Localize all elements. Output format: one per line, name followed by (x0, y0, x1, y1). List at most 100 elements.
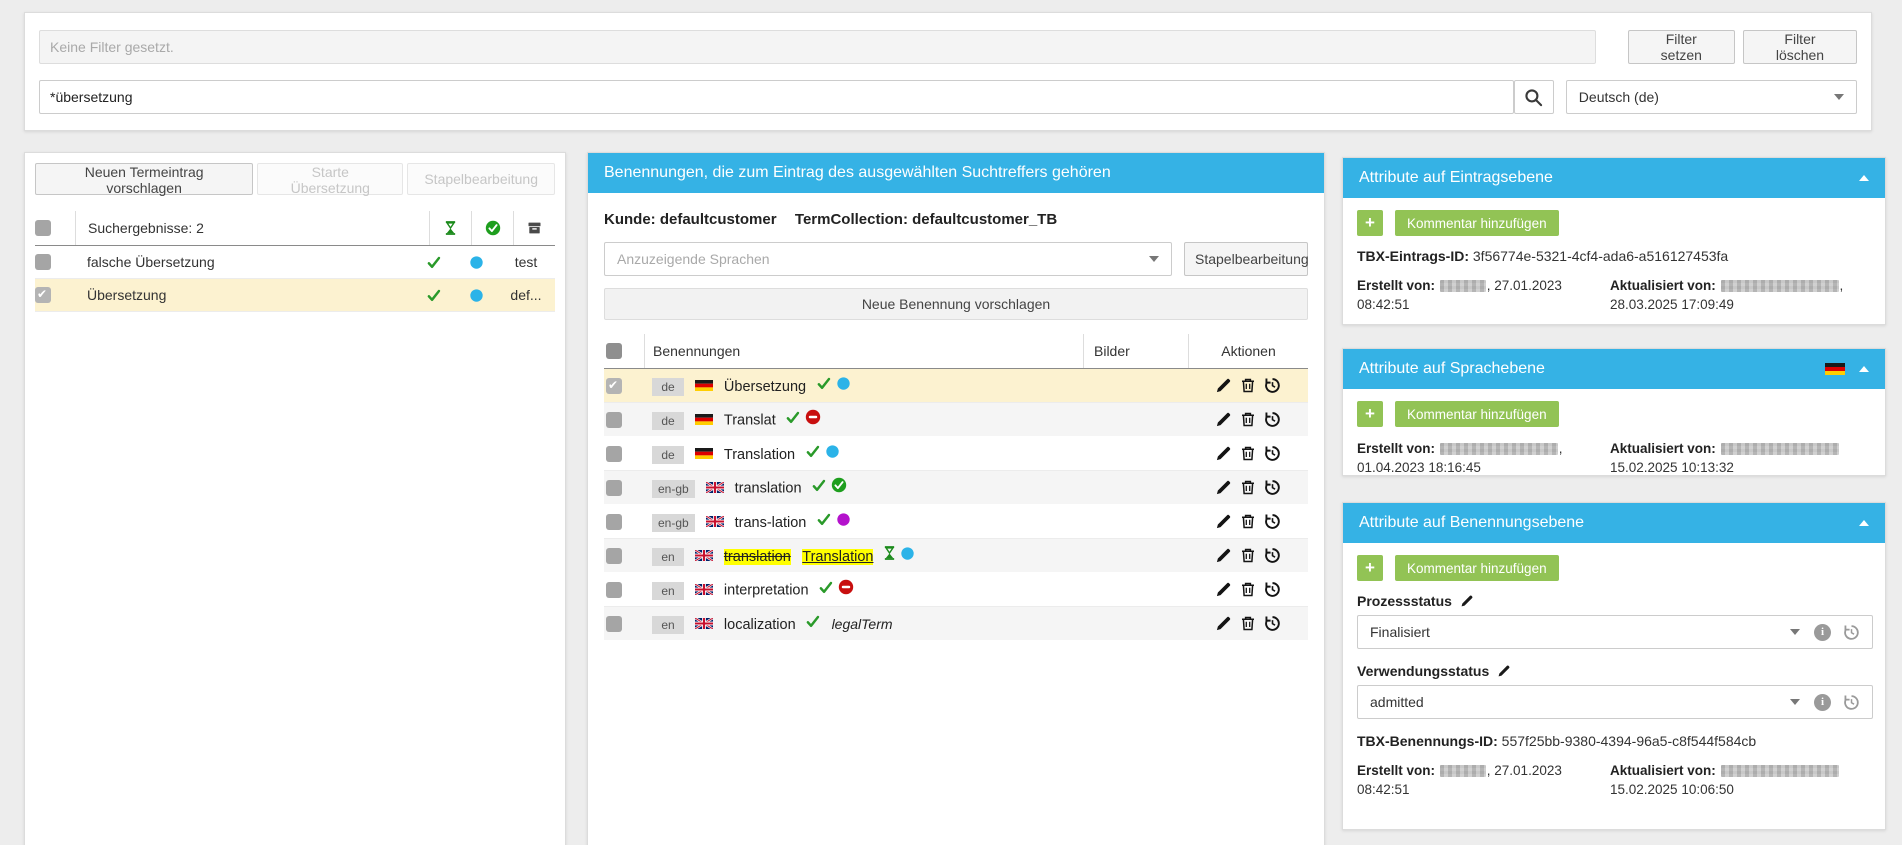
term-text: translation (734, 480, 802, 497)
search-button[interactable] (1514, 80, 1554, 114)
collapse-icon[interactable] (1859, 520, 1869, 526)
collapse-icon[interactable] (1859, 366, 1869, 372)
term-actions-cell (1188, 411, 1308, 428)
filter-summary-input[interactable] (39, 30, 1596, 64)
history-icon[interactable] (1264, 547, 1281, 564)
display-languages-select[interactable]: Anzuzeigende Sprachen (604, 242, 1172, 276)
result-collection: test (514, 254, 538, 270)
delete-icon[interactable] (1240, 513, 1256, 530)
history-icon[interactable] (1264, 581, 1281, 598)
edit-icon[interactable] (1215, 615, 1232, 632)
row-checkbox[interactable] (606, 445, 622, 462)
flag-gb-icon (695, 583, 714, 595)
row-checkbox[interactable] (606, 411, 622, 428)
chevron-down-icon (1833, 94, 1844, 100)
term-row[interactable]: en translation Translation (604, 539, 1308, 573)
chevron-down-icon (1790, 629, 1800, 635)
history-icon[interactable] (1264, 411, 1281, 428)
delete-icon[interactable] (1240, 411, 1256, 428)
delete-icon[interactable] (1240, 615, 1256, 632)
search-result-row[interactable]: falsche Übersetzung test (35, 246, 555, 279)
row-checkbox[interactable] (606, 581, 622, 598)
edit-icon[interactable] (1215, 581, 1232, 598)
flag-gb-icon (706, 515, 725, 527)
info-icon[interactable]: i (1814, 693, 1831, 711)
propose-new-entry-button[interactable]: Neuen Termeintrag vorschlagen (35, 163, 254, 196)
edit-icon[interactable] (1215, 479, 1232, 496)
add-attribute-button[interactable]: + (1357, 555, 1383, 581)
add-comment-button[interactable]: Kommentar hinzufügen (1395, 210, 1559, 236)
term-row[interactable]: de Translat (604, 403, 1308, 437)
column-aktionen: Aktionen (1188, 334, 1308, 368)
usage-status-label: Verwendungsstatus (1357, 663, 1490, 679)
results-count-label: Suchergebnisse: 2 (75, 211, 429, 245)
filter-clear-button[interactable]: Filter löschen (1742, 30, 1857, 64)
term-row[interactable]: en-gb translation (604, 471, 1308, 505)
start-translation-button: Starte Übersetzung (257, 163, 404, 196)
search-input[interactable] (39, 80, 1515, 114)
term-attributes-title: Attribute auf Benennungsebene (1359, 514, 1585, 531)
usage-status-select[interactable]: admitted i (1357, 685, 1873, 719)
term-row[interactable]: de Translation (604, 437, 1308, 471)
row-checkbox[interactable] (35, 254, 51, 270)
history-icon[interactable] (1264, 377, 1281, 394)
history-icon[interactable] (1843, 694, 1860, 711)
term-row[interactable]: de Übersetzung (604, 369, 1308, 403)
info-icon[interactable]: i (1814, 623, 1831, 641)
check-icon (811, 478, 827, 493)
term-row[interactable]: en interpretation (604, 573, 1308, 607)
search-result-row[interactable]: Übersetzung def... (35, 279, 555, 312)
edit-icon[interactable] (1215, 513, 1232, 530)
search-language-select[interactable]: Deutsch (de) (1565, 80, 1857, 114)
delete-icon[interactable] (1240, 547, 1256, 564)
edit-icon[interactable] (1497, 664, 1511, 678)
entry-attributes-title: Attribute auf Eintragsebene (1359, 169, 1553, 186)
add-comment-button[interactable]: Kommentar hinzufügen (1395, 401, 1559, 427)
history-icon[interactable] (1264, 445, 1281, 462)
delete-icon[interactable] (1240, 479, 1256, 496)
row-checkbox[interactable] (606, 377, 622, 394)
release-column (471, 211, 513, 245)
search-icon (1524, 88, 1543, 107)
history-icon[interactable] (1843, 624, 1860, 641)
delete-icon[interactable] (1240, 581, 1256, 598)
term-text: interpretation (723, 582, 809, 599)
check-icon (785, 410, 801, 425)
history-icon[interactable] (1264, 513, 1281, 530)
select-all-terms-checkbox[interactable] (606, 343, 622, 359)
term-status-icons (811, 477, 847, 493)
add-attribute-button[interactable]: + (1357, 210, 1383, 236)
delete-icon[interactable] (1240, 377, 1256, 394)
release-status (455, 288, 497, 303)
collapse-icon[interactable] (1859, 175, 1869, 181)
edit-icon[interactable] (1460, 594, 1474, 608)
row-checkbox[interactable] (35, 287, 51, 303)
propose-new-term-button[interactable]: Neue Benennung vorschlagen (604, 288, 1308, 320)
language-attributes-card: Attribute auf Sprachebene + Kommentar hi… (1342, 348, 1886, 476)
history-icon[interactable] (1264, 615, 1281, 632)
row-checkbox[interactable] (606, 513, 622, 530)
add-comment-button[interactable]: Kommentar hinzufügen (1395, 555, 1559, 581)
dot-blue-icon (469, 255, 484, 270)
row-checkbox[interactable] (606, 547, 622, 564)
process-status-select[interactable]: Finalisiert i (1357, 615, 1873, 649)
row-checkbox[interactable] (606, 479, 622, 496)
row-checkbox[interactable] (606, 615, 622, 632)
add-attribute-button[interactable]: + (1357, 401, 1383, 427)
term-row[interactable]: en localization legalTerm (604, 607, 1308, 641)
filter-set-button[interactable]: Filter setzen (1627, 30, 1735, 64)
term-status-icons (816, 512, 851, 527)
edit-icon[interactable] (1215, 377, 1232, 394)
delete-icon[interactable] (1240, 445, 1256, 462)
search-language-value: Deutsch (de) (1578, 89, 1659, 105)
terms-batch-edit-button[interactable]: Stapelbearbeitung (1184, 242, 1309, 276)
edit-icon[interactable] (1215, 411, 1232, 428)
edit-icon[interactable] (1215, 445, 1232, 462)
language-attributes-title: Attribute auf Sprachebene (1359, 360, 1545, 377)
terms-table: Benennungen Bilder Aktionen de Übersetzu… (604, 334, 1308, 641)
history-icon[interactable] (1264, 479, 1281, 496)
edit-icon[interactable] (1215, 547, 1232, 564)
term-row[interactable]: en-gb trans-lation (604, 505, 1308, 539)
select-all-checkbox[interactable] (35, 220, 51, 236)
flag-de-icon (695, 379, 714, 391)
